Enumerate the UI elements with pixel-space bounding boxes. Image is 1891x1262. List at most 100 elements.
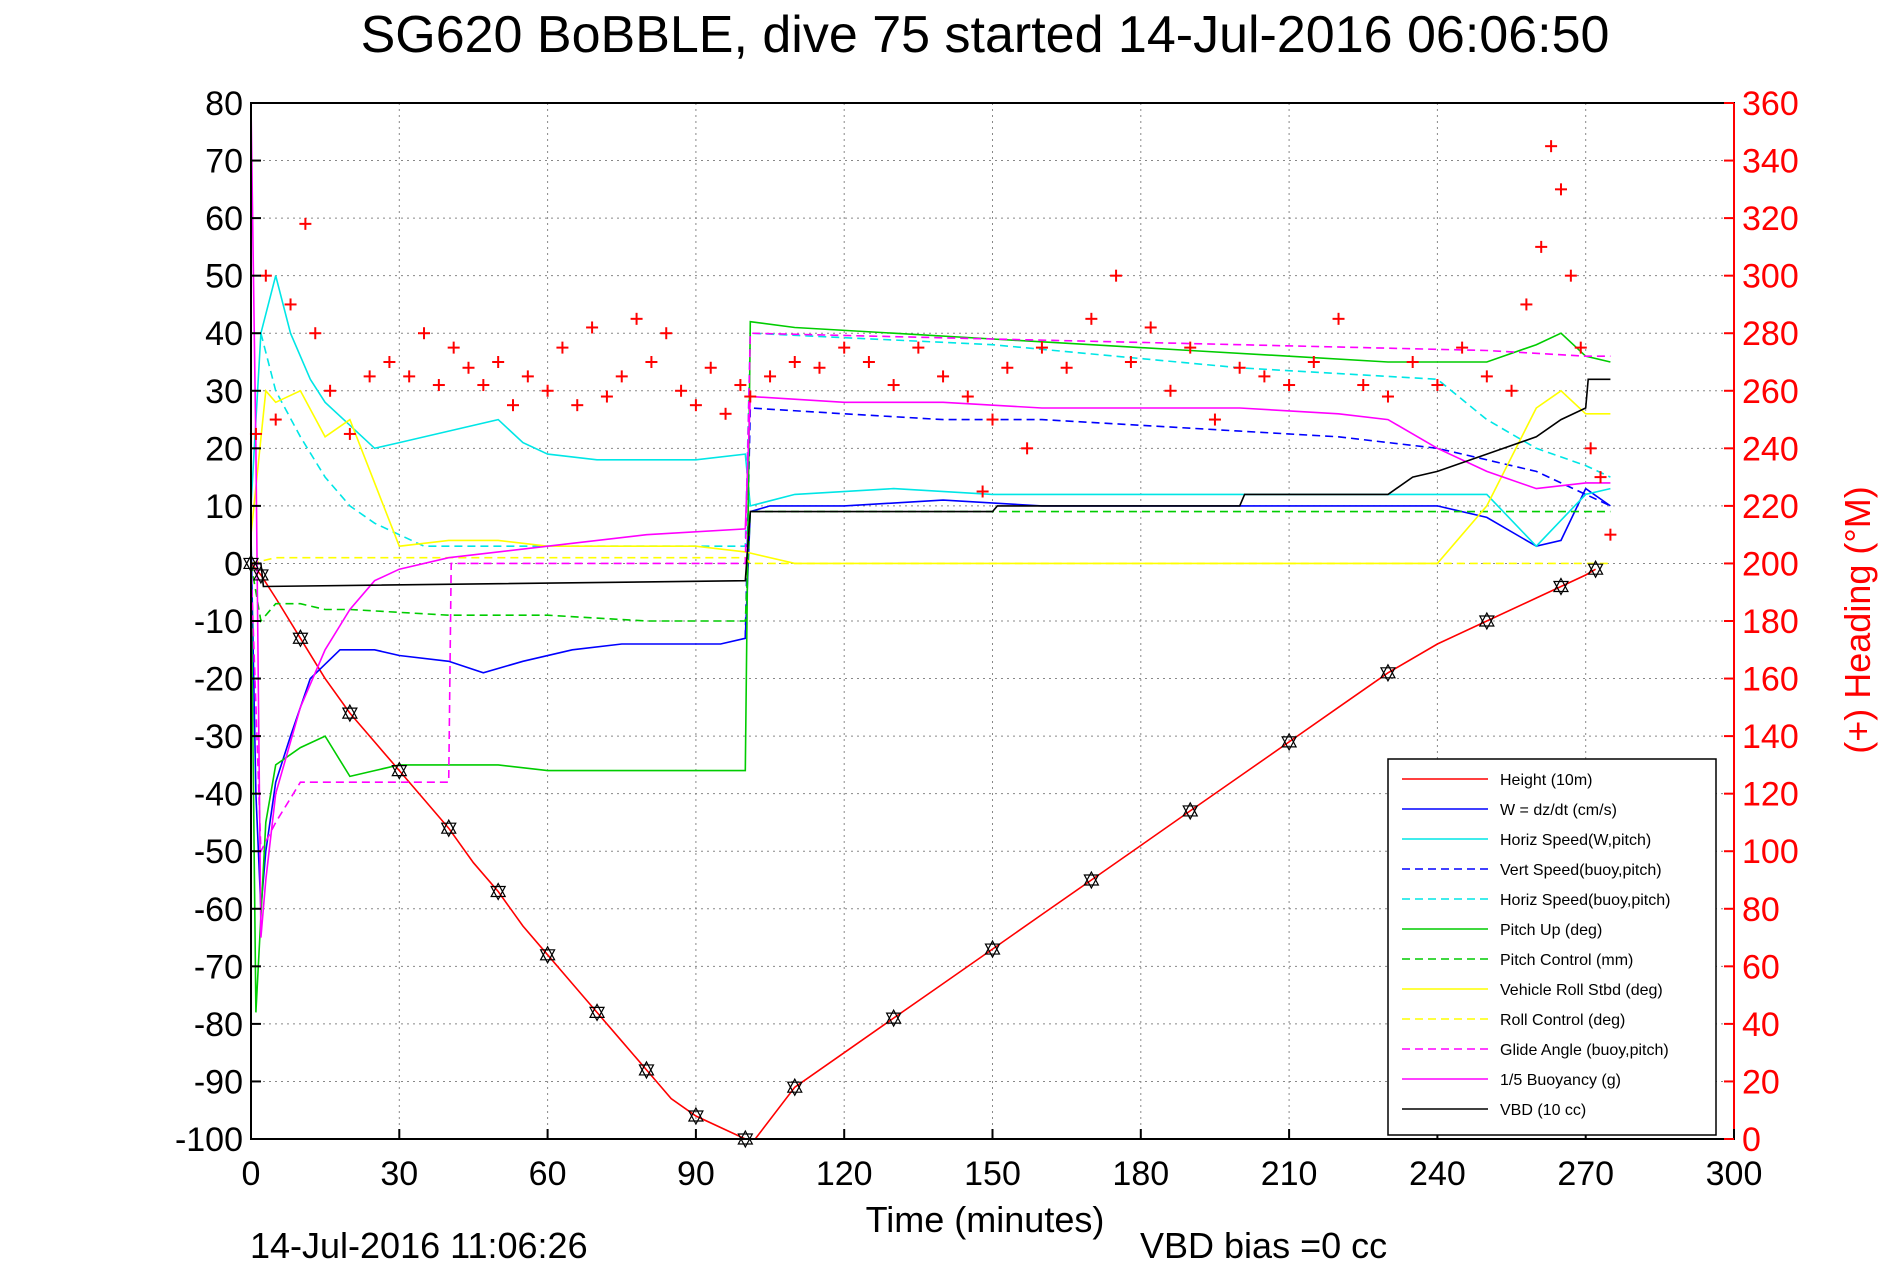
y-tick-label: 10 — [205, 488, 243, 526]
y-right-tick-label: 80 — [1742, 891, 1780, 929]
heading-point — [418, 327, 431, 340]
legend: Height (10m) W = dz/dt (cm/s) Horiz Speed(… — [1387, 758, 1717, 1136]
y-right-tick-label: 40 — [1742, 1006, 1780, 1044]
y-ticks-left: 80 70 60 50 40 30 20 10 0 -10 -20 -30 -40 -50 -60 -70 -8… — [175, 85, 261, 1159]
x-tick-label: 60 — [529, 1155, 567, 1193]
heading-point — [937, 370, 950, 383]
heading-point — [556, 341, 569, 354]
y-tick-label: 70 — [205, 143, 243, 181]
height-marker — [252, 565, 269, 585]
height-marker-down — [1182, 805, 1199, 821]
y-tick-label: 80 — [205, 85, 243, 123]
height-marker-down — [539, 949, 556, 965]
heading-point — [813, 361, 826, 374]
height-marker — [1281, 732, 1298, 752]
series-vert-speed-buoy-pitch-line — [744, 407, 1611, 639]
height-marker-up — [292, 629, 309, 644]
heading-point — [259, 269, 272, 282]
series-glide-angle-buoy-pitch-line — [250, 332, 1611, 855]
series-roll-control-deg-line — [250, 556, 1611, 565]
y-tick-label: -60 — [194, 891, 243, 929]
heading-point — [1480, 370, 1493, 383]
height-marker-down — [1379, 667, 1396, 683]
height-marker — [737, 1129, 754, 1149]
y-right-tick-label: 160 — [1742, 661, 1799, 699]
heading-point — [1381, 390, 1394, 403]
height-marker-up — [984, 939, 1001, 955]
heading-point — [521, 370, 534, 383]
heading-point — [1283, 379, 1296, 392]
heading-point — [1021, 442, 1034, 455]
x-tick-label: 300 — [1706, 1155, 1763, 1193]
height-marker-up — [589, 1003, 606, 1018]
height-marker-up — [885, 1008, 902, 1024]
heading-point — [862, 356, 875, 368]
heading-point — [363, 370, 376, 383]
x-ticks: 0 30 60 90 120 150 180 210 240 270 300 — [242, 1129, 1763, 1193]
height-marker-down — [589, 1006, 606, 1022]
heading-point — [541, 384, 554, 397]
heading-point — [492, 356, 505, 368]
x-tick-label: 0 — [242, 1155, 261, 1193]
y-right-tick-label: 140 — [1742, 718, 1799, 756]
series-vehicle-roll-stbd-deg-line — [250, 388, 1611, 565]
height-marker — [292, 629, 309, 648]
height-marker-down — [1587, 563, 1604, 579]
y-tick-label: -100 — [175, 1121, 243, 1159]
heading-point — [1574, 341, 1587, 354]
y-right-tick-label: 340 — [1742, 143, 1799, 181]
heading-point — [324, 384, 337, 397]
legend-label: Height (10m) — [1500, 772, 1592, 789]
height-marker-down — [638, 1064, 655, 1080]
heading-point — [477, 379, 490, 392]
heading-point — [1584, 442, 1597, 455]
heading-point — [887, 379, 900, 392]
y-tick-label: -70 — [194, 948, 243, 986]
heading-point — [1520, 298, 1533, 311]
x-tick-label: 120 — [816, 1155, 873, 1193]
height-marker — [786, 1077, 803, 1097]
height-marker-up — [539, 945, 556, 961]
footer-timestamp: 14-Jul-2016 11:06:26 — [250, 1225, 588, 1262]
heading-point — [299, 217, 312, 230]
heading-point — [1001, 361, 1014, 374]
height-marker-down — [737, 1133, 754, 1149]
y-tick-label: 30 — [205, 373, 243, 411]
height-marker-down — [440, 822, 457, 838]
heading-point — [447, 341, 460, 354]
height-marker-down — [252, 569, 269, 585]
heading-point — [1604, 528, 1617, 541]
heading-markers — [249, 140, 1617, 541]
x-tick-label: 150 — [964, 1155, 1021, 1193]
legend-label: Glide Angle (buoy,pitch) — [1500, 1042, 1669, 1059]
heading-point — [1085, 312, 1098, 325]
heading-point — [1456, 341, 1469, 354]
heading-point — [704, 361, 717, 374]
legend-box — [1387, 758, 1717, 1136]
x-axis-label: Time (minutes) — [866, 1199, 1105, 1240]
y-right-tick-label: 120 — [1742, 776, 1799, 814]
height-marker-up — [1281, 732, 1298, 748]
series-pitch-control-mm-line — [250, 510, 1611, 623]
heading-point — [1060, 361, 1073, 374]
height-marker-up — [687, 1106, 704, 1122]
heading-point — [660, 327, 673, 340]
y-tick-label: 0 — [224, 545, 243, 583]
height-marker-down — [292, 632, 309, 648]
y-tick-label: 50 — [205, 258, 243, 296]
plot-series — [242, 102, 1611, 1149]
y-right-tick-label: 180 — [1742, 603, 1799, 641]
series-w-dz-dt-cm-s-line — [250, 487, 1611, 909]
heading-point — [1564, 269, 1577, 282]
height-marker-up — [1478, 611, 1495, 627]
heading-point — [284, 298, 297, 311]
legend-label: Pitch Up (deg) — [1500, 922, 1602, 939]
series-horiz-speed-buoy-pitch-line — [260, 332, 1611, 548]
y-right-tick-label: 20 — [1742, 1063, 1780, 1101]
legend-label: Roll Control (deg) — [1500, 1012, 1625, 1029]
y-right-tick-label: 200 — [1742, 545, 1799, 583]
heading-point — [764, 370, 777, 383]
height-marker-down — [1281, 736, 1298, 752]
height-marker-down — [341, 707, 358, 723]
heading-point — [1554, 183, 1567, 196]
